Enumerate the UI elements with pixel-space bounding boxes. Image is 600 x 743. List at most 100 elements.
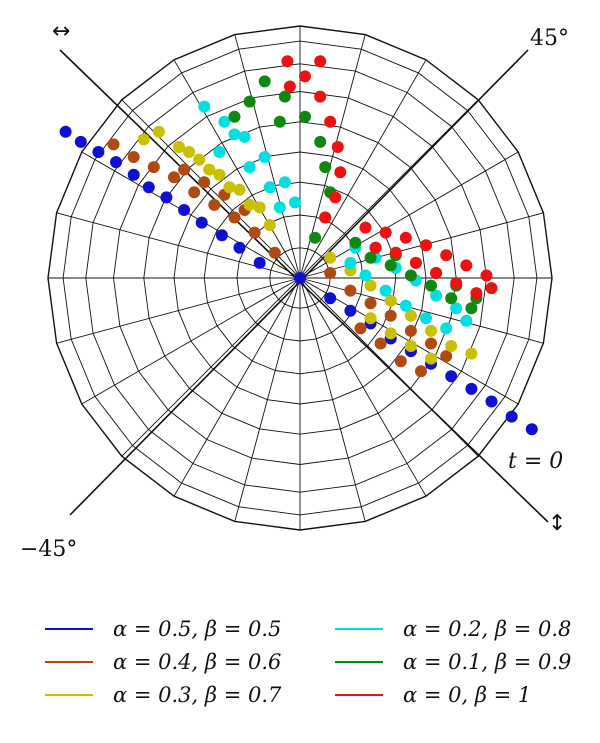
data-point bbox=[213, 168, 226, 181]
data-point bbox=[364, 312, 377, 325]
legend-label: α = 0.3, β = 0.7 bbox=[113, 683, 282, 707]
grid-spoke bbox=[81, 277, 301, 405]
data-point bbox=[404, 340, 417, 352]
data-point bbox=[309, 231, 322, 244]
data-point bbox=[160, 191, 173, 204]
data-point bbox=[505, 410, 518, 423]
data-point bbox=[314, 90, 327, 103]
data-point bbox=[319, 161, 332, 174]
data-point bbox=[440, 249, 453, 262]
data-point bbox=[253, 201, 266, 214]
data-point bbox=[324, 115, 337, 128]
data-point bbox=[228, 211, 241, 224]
data-point bbox=[248, 226, 261, 239]
data-point bbox=[208, 198, 221, 211]
data-point bbox=[74, 135, 87, 148]
data-point bbox=[359, 269, 372, 282]
data-point bbox=[420, 312, 432, 325]
angle-label-positive: 45° bbox=[530, 26, 569, 51]
grid-spoke bbox=[299, 99, 479, 279]
data-point bbox=[430, 267, 443, 279]
vertical-polarization-arrow-icon: ↕ bbox=[548, 511, 566, 536]
data-point bbox=[198, 100, 211, 113]
chart-legend: α = 0.5, β = 0.5 α = 0.4, β = 0.6 α = 0.3,… bbox=[0, 610, 600, 730]
data-point bbox=[127, 151, 140, 163]
data-point bbox=[324, 267, 337, 279]
data-point bbox=[283, 80, 296, 93]
data-point bbox=[404, 309, 417, 322]
data-point bbox=[440, 350, 453, 363]
data-point bbox=[92, 146, 105, 158]
data-point bbox=[425, 337, 437, 350]
data-point bbox=[273, 115, 286, 128]
data-point bbox=[445, 340, 458, 352]
data-point bbox=[299, 110, 311, 123]
data-point bbox=[233, 241, 246, 254]
data-point bbox=[349, 236, 362, 249]
data-point bbox=[110, 156, 122, 169]
data-point bbox=[294, 272, 306, 284]
data-point bbox=[425, 279, 437, 292]
data-point bbox=[425, 352, 437, 365]
data-point bbox=[465, 302, 478, 315]
data-point bbox=[273, 201, 286, 214]
data-point bbox=[324, 292, 337, 305]
data-point bbox=[425, 324, 437, 337]
data-point bbox=[450, 277, 463, 289]
data-point bbox=[137, 133, 150, 146]
data-point bbox=[364, 279, 377, 292]
data-point bbox=[152, 125, 165, 138]
data-point bbox=[369, 241, 382, 254]
data-point bbox=[198, 176, 211, 189]
grid-spoke bbox=[121, 277, 301, 457]
data-point bbox=[215, 229, 228, 242]
legend-label: α = 0.4, β = 0.6 bbox=[113, 650, 282, 674]
grid-spoke bbox=[299, 277, 366, 522]
legend-swatch bbox=[335, 628, 383, 630]
data-point bbox=[394, 355, 407, 368]
data-point bbox=[334, 166, 347, 179]
data-point bbox=[258, 151, 271, 163]
data-point bbox=[389, 246, 402, 259]
legend-item: α = 0.3, β = 0.7 bbox=[45, 680, 281, 710]
data-point bbox=[223, 181, 236, 194]
data-point bbox=[107, 138, 120, 151]
data-point bbox=[127, 168, 140, 181]
legend-swatch bbox=[335, 694, 383, 696]
data-point bbox=[331, 141, 344, 153]
data-point bbox=[384, 309, 397, 322]
data-point bbox=[314, 135, 327, 148]
data-point bbox=[183, 146, 196, 158]
data-point bbox=[324, 251, 337, 264]
data-point bbox=[445, 292, 458, 305]
data-point bbox=[399, 299, 412, 312]
data-point bbox=[379, 226, 392, 239]
grid-spoke bbox=[299, 59, 427, 279]
legend-label: α = 0, β = 1 bbox=[403, 683, 532, 707]
grid-spoke bbox=[299, 151, 519, 279]
data-point bbox=[243, 95, 256, 108]
data-point bbox=[344, 284, 357, 297]
axis-line-negative-diagonal bbox=[59, 49, 549, 523]
grid-spoke bbox=[56, 277, 301, 344]
horizontal-polarization-arrow-icon: ↔ bbox=[52, 19, 70, 44]
data-point bbox=[243, 161, 256, 174]
legend-swatch bbox=[45, 628, 93, 630]
legend-label: α = 0.1, β = 0.9 bbox=[403, 650, 572, 674]
data-point bbox=[263, 181, 276, 194]
data-point bbox=[354, 322, 367, 335]
data-point bbox=[485, 395, 498, 408]
data-point bbox=[228, 110, 241, 123]
data-point bbox=[525, 423, 538, 436]
data-point bbox=[364, 251, 377, 264]
data-point bbox=[238, 130, 251, 143]
data-point bbox=[147, 161, 160, 174]
grid-spoke bbox=[173, 59, 301, 279]
data-point bbox=[344, 304, 357, 317]
data-point bbox=[59, 125, 72, 138]
legend-swatch bbox=[45, 661, 93, 663]
data-point bbox=[168, 171, 180, 184]
grid-spoke bbox=[299, 277, 427, 497]
grid-spoke bbox=[173, 277, 301, 497]
